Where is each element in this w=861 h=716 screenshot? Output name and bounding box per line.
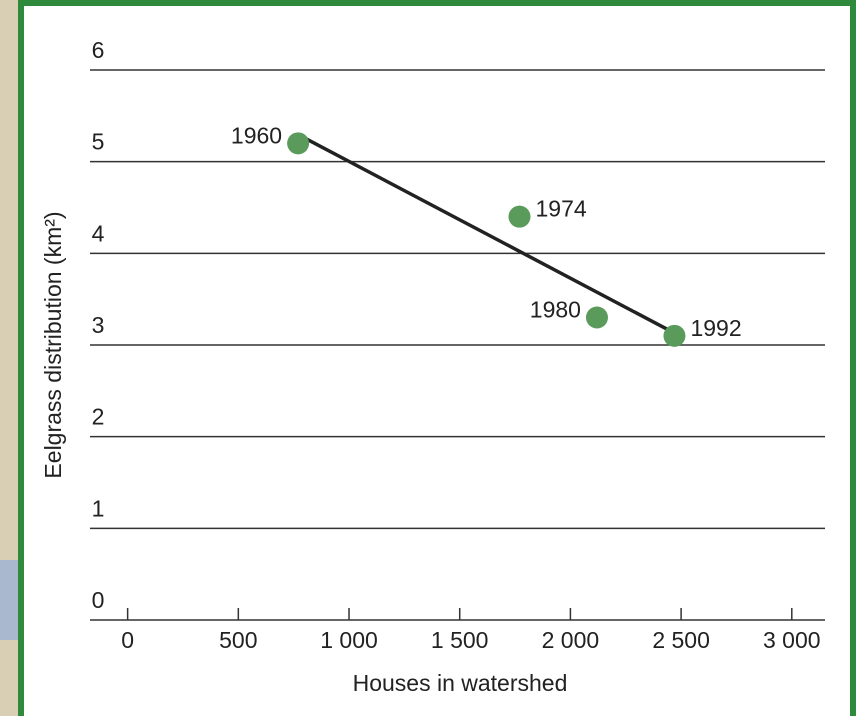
y-tick-label: 2 xyxy=(92,404,105,430)
point-label: 1974 xyxy=(535,196,586,222)
data-point xyxy=(508,205,531,228)
frame xyxy=(18,0,856,716)
point-label: 1980 xyxy=(530,297,581,323)
x-tick-label: 1 500 xyxy=(431,627,489,653)
y-tick-label: 6 xyxy=(92,37,105,63)
x-tick-label: 500 xyxy=(219,627,257,653)
x-tick-label: 3 000 xyxy=(763,627,821,653)
data-point xyxy=(585,306,608,329)
trend-line xyxy=(301,135,676,335)
x-tick-label: 2 500 xyxy=(652,627,710,653)
x-tick-label: 0 xyxy=(121,627,134,653)
y-axis-title: Eelgrass distribution (km²) xyxy=(40,211,66,478)
background-image-edge xyxy=(0,560,20,640)
x-tick-label: 1 000 xyxy=(320,627,378,653)
background-image-edge xyxy=(0,0,20,716)
y-tick-label: 1 xyxy=(92,495,105,521)
x-axis-title: Houses in watershed xyxy=(353,670,568,696)
y-tick-label: 0 xyxy=(92,587,105,613)
x-tick-label: 2 000 xyxy=(542,627,600,653)
point-label: 1992 xyxy=(690,315,741,341)
y-tick-label: 5 xyxy=(92,129,105,155)
data-point xyxy=(663,324,686,347)
y-tick-label: 3 xyxy=(92,312,105,338)
y-tick-label: 4 xyxy=(92,220,105,246)
data-point xyxy=(287,132,310,155)
point-label: 1960 xyxy=(231,122,282,148)
